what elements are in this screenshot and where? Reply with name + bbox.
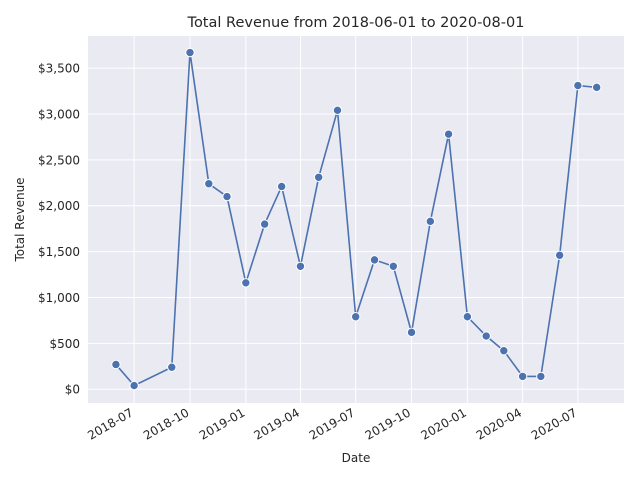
y-tick-label: $1,000: [38, 291, 80, 305]
y-tick-label: $2,500: [38, 153, 80, 167]
y-tick-label: $3,000: [38, 107, 80, 121]
series-total-revenue: [111, 47, 602, 391]
x-tick-label: 2019-10: [363, 405, 413, 442]
x-tick-label: 2019-01: [197, 405, 247, 442]
data-point: [313, 172, 324, 182]
y-tick-label: $0: [65, 383, 80, 397]
x-tick-label: 2018-10: [141, 405, 191, 442]
data-point: [204, 179, 214, 189]
data-point: [443, 129, 454, 139]
data-point: [554, 250, 565, 260]
x-tick-label: 2020-01: [418, 405, 468, 442]
data-point: [462, 312, 473, 322]
data-point: [369, 255, 380, 265]
x-tick-label: 2019-07: [307, 405, 357, 442]
y-axis-title: Total Revenue: [13, 177, 27, 262]
data-point: [499, 346, 509, 356]
x-axis-ticks: 2018-07 2018-10 2019-01 2019-04 2019-07 2019-…: [85, 405, 579, 442]
grid: [88, 36, 624, 403]
data-point: [425, 216, 436, 227]
data-point: [406, 327, 417, 338]
x-axis-title: Date: [342, 451, 371, 465]
data-point: [517, 371, 528, 382]
y-axis-ticks: $0 $500 $1,000 $1,500 $2,000 $2,500 $3,000 $3,5…: [38, 62, 80, 397]
data-point: [573, 80, 583, 91]
data-point: [129, 380, 139, 391]
data-point: [536, 371, 546, 382]
data-point: [167, 362, 177, 372]
data-point: [185, 47, 195, 58]
data-point: [259, 219, 270, 229]
x-tick-label: 2018-07: [85, 405, 135, 442]
data-point: [388, 261, 399, 271]
data-point: [481, 331, 491, 341]
data-point: [241, 278, 251, 288]
y-tick-label: $2,000: [38, 199, 80, 213]
y-tick-label: $3,500: [38, 62, 80, 76]
data-point: [222, 191, 232, 202]
data-point: [295, 261, 306, 271]
data-point: [591, 82, 602, 93]
data-point: [332, 105, 343, 116]
chart-title: Total Revenue from 2018-06-01 to 2020-08…: [187, 15, 525, 31]
x-tick-label: 2019-04: [252, 405, 302, 442]
y-tick-label: $500: [49, 337, 80, 351]
data-point: [111, 359, 121, 370]
y-tick-label: $1,500: [38, 245, 80, 259]
data-point: [276, 181, 287, 192]
x-tick-label: 2020-04: [474, 405, 524, 442]
data-point: [350, 312, 361, 322]
x-tick-label: 2020-07: [529, 405, 579, 442]
